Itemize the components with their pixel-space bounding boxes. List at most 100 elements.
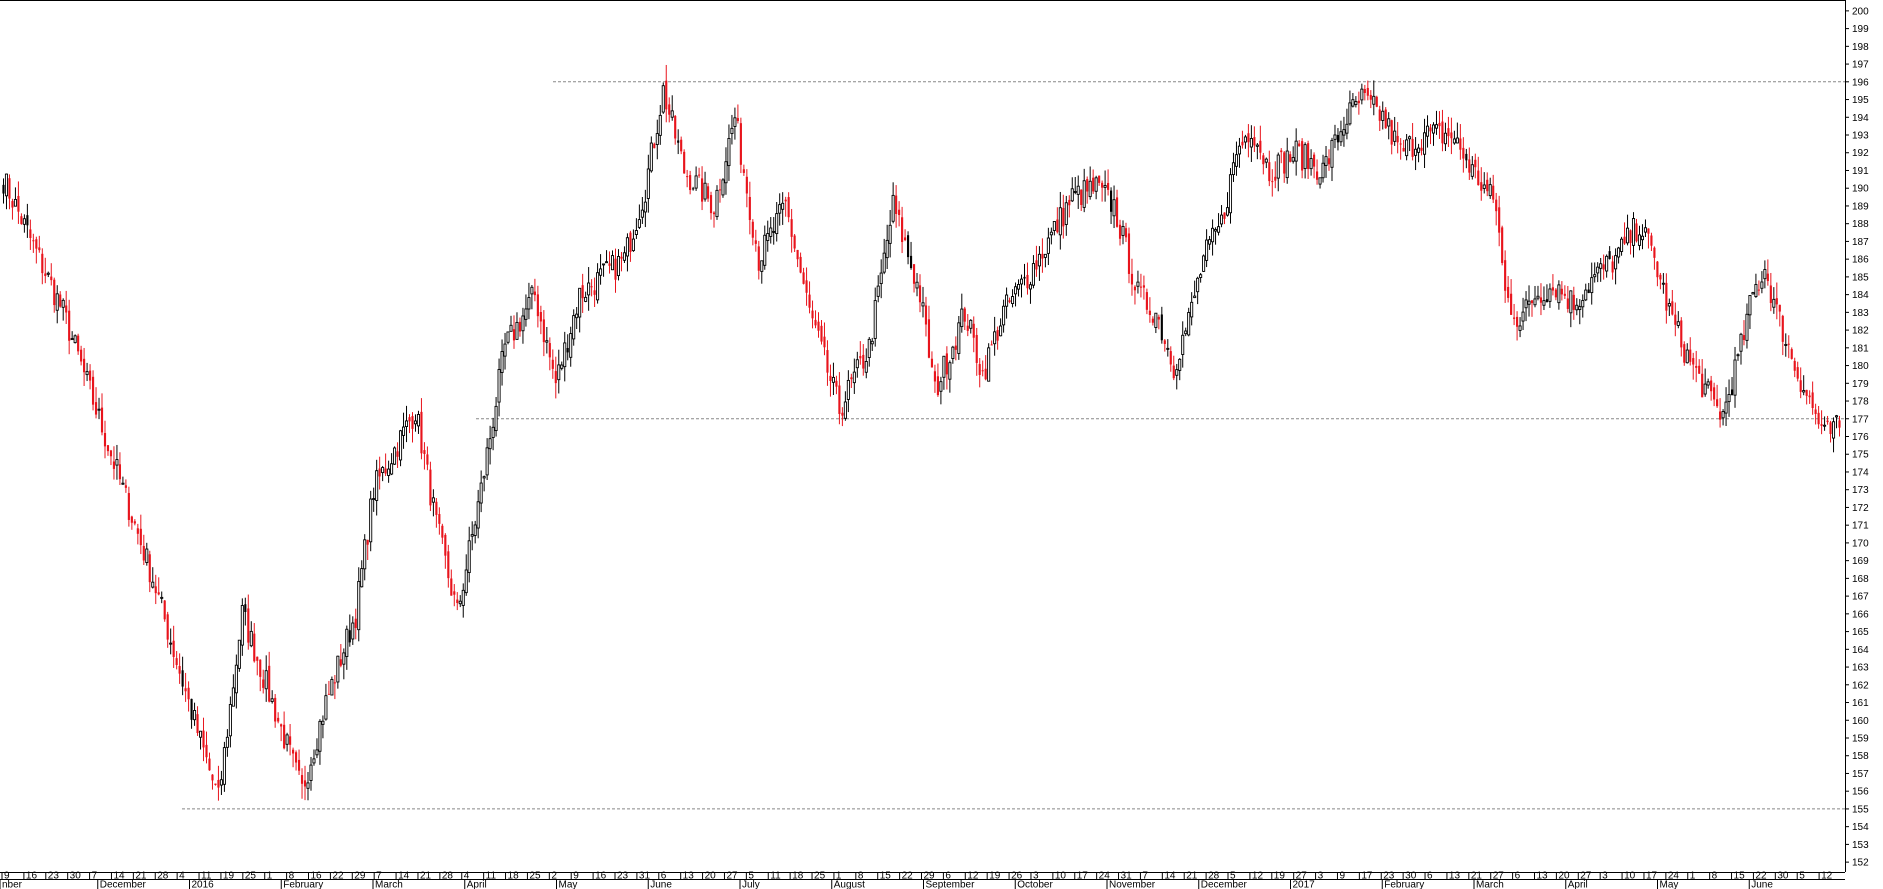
candle-body	[1225, 207, 1230, 216]
candle	[1470, 156, 1474, 180]
candle	[724, 147, 728, 195]
candle-body	[1008, 300, 1011, 303]
candle	[625, 233, 629, 272]
candle-body	[1184, 330, 1188, 335]
candle-body	[1076, 185, 1080, 195]
candle-body	[1796, 367, 1799, 379]
candle-body	[1237, 145, 1241, 155]
candle	[1611, 255, 1614, 280]
candle-body	[1214, 229, 1218, 232]
candle	[563, 331, 567, 382]
candle-body	[1650, 235, 1653, 246]
candle-body	[1829, 422, 1832, 435]
x-day-label: 3	[1033, 871, 1039, 882]
candle	[1363, 84, 1366, 101]
candles	[2, 64, 1841, 801]
candle	[620, 251, 623, 272]
candle	[984, 355, 987, 381]
x-day-label: 15	[880, 871, 892, 882]
candle-body	[1318, 177, 1322, 185]
candle	[115, 444, 119, 480]
candle-body	[1754, 284, 1758, 298]
candle	[814, 310, 817, 329]
candle-body	[214, 783, 217, 785]
candle	[1366, 80, 1369, 101]
candle-body	[339, 659, 342, 666]
candle-body	[539, 311, 542, 322]
candle-body	[1005, 294, 1009, 307]
candle	[1441, 109, 1444, 152]
candle	[1396, 122, 1399, 154]
candle	[924, 296, 928, 337]
candle	[1474, 153, 1477, 179]
candle	[118, 452, 121, 486]
candle	[739, 117, 742, 174]
candle	[885, 224, 889, 270]
candle	[1674, 302, 1677, 337]
candle-body	[1826, 420, 1829, 423]
candle-body	[1533, 298, 1537, 306]
candle-body	[423, 450, 426, 454]
x-month-label: February	[1384, 880, 1424, 889]
candle-body	[745, 176, 748, 194]
candle-body	[551, 359, 554, 369]
candle	[772, 217, 776, 245]
candle	[1228, 168, 1233, 224]
candle	[1518, 317, 1522, 338]
candle	[1148, 297, 1151, 323]
candle	[539, 305, 542, 335]
candle	[1507, 276, 1510, 303]
candle-body	[527, 297, 531, 310]
x-day-label: 6	[1515, 871, 1521, 882]
candle-body	[969, 319, 973, 329]
candle-body	[1581, 300, 1585, 308]
candle-body	[1190, 301, 1194, 318]
candle	[524, 294, 528, 327]
candle	[127, 486, 130, 527]
candle-body	[467, 540, 471, 574]
x-day-label: 24	[1668, 871, 1680, 882]
candle-body	[160, 596, 164, 599]
candle	[1829, 420, 1832, 443]
candle-body	[1760, 281, 1764, 289]
candle	[1495, 192, 1498, 226]
candle	[1124, 222, 1128, 243]
candle	[1289, 151, 1292, 163]
candle	[1539, 283, 1543, 316]
candle-body	[431, 497, 435, 503]
candle-body	[930, 358, 934, 368]
y-tick-label: 157	[1852, 769, 1869, 780]
candle-body	[450, 578, 453, 596]
y-tick-label: 177	[1852, 414, 1869, 425]
candle-body	[438, 514, 441, 524]
candle	[1548, 283, 1552, 308]
candle-body	[686, 176, 689, 178]
x-day-label: 22	[902, 871, 914, 882]
candle	[1112, 185, 1116, 229]
candle	[482, 475, 486, 492]
candle	[1462, 137, 1465, 173]
candle	[1127, 227, 1131, 284]
candle	[1301, 138, 1304, 179]
candle	[1151, 316, 1154, 326]
candle	[904, 229, 907, 242]
candle-body	[757, 246, 760, 271]
candle	[1527, 285, 1531, 317]
candle-body	[1103, 185, 1107, 188]
candle-body	[402, 426, 406, 436]
candle	[1826, 415, 1829, 425]
candle-body	[1107, 182, 1110, 190]
x-day-label: 6	[1427, 871, 1433, 882]
candle	[20, 213, 23, 225]
candle-body	[1689, 349, 1692, 362]
candle	[575, 307, 579, 329]
candle-body	[1253, 137, 1256, 146]
x-day-label: 21	[420, 871, 432, 882]
candle	[1139, 273, 1143, 298]
candle	[1351, 92, 1355, 108]
candle-body	[855, 359, 859, 369]
candle-body	[831, 376, 835, 383]
candle-body	[187, 687, 190, 700]
candle-body	[787, 197, 790, 218]
candle	[689, 170, 692, 195]
